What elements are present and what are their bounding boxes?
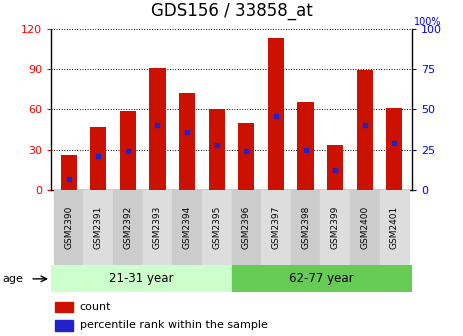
Text: GSM2391: GSM2391 xyxy=(94,206,103,249)
Text: 100%: 100% xyxy=(414,17,442,27)
Text: GSM2396: GSM2396 xyxy=(242,206,251,249)
Text: GSM2401: GSM2401 xyxy=(390,206,399,249)
Text: age: age xyxy=(2,274,23,284)
Bar xyxy=(320,190,350,265)
Bar xyxy=(202,190,232,265)
Text: GSM2392: GSM2392 xyxy=(124,206,132,249)
Point xyxy=(213,142,220,148)
Bar xyxy=(55,302,73,312)
Bar xyxy=(350,190,380,265)
Point xyxy=(361,123,369,128)
Bar xyxy=(208,109,225,190)
Bar xyxy=(113,190,143,265)
Point xyxy=(272,113,280,118)
Bar xyxy=(238,123,255,190)
Bar xyxy=(51,265,232,292)
Bar xyxy=(380,190,409,265)
Point xyxy=(154,123,161,128)
Bar xyxy=(83,190,113,265)
Text: count: count xyxy=(80,302,111,312)
Point xyxy=(391,140,398,146)
Bar xyxy=(61,155,77,190)
Bar xyxy=(172,190,202,265)
Text: GSM2397: GSM2397 xyxy=(271,206,281,249)
Bar xyxy=(150,68,166,190)
Text: GSM2390: GSM2390 xyxy=(64,206,73,249)
Bar xyxy=(55,321,73,331)
Text: 21-31 year: 21-31 year xyxy=(109,272,174,285)
Text: GSM2393: GSM2393 xyxy=(153,206,162,249)
Bar xyxy=(261,190,291,265)
Bar xyxy=(327,145,343,190)
Point xyxy=(332,168,339,173)
Point xyxy=(124,149,131,154)
Bar xyxy=(291,190,320,265)
Text: GSM2400: GSM2400 xyxy=(360,206,369,249)
Text: GSM2395: GSM2395 xyxy=(212,206,221,249)
Point xyxy=(243,149,250,154)
Point xyxy=(183,129,191,134)
Point xyxy=(65,176,72,181)
Text: GDS156 / 33858_at: GDS156 / 33858_at xyxy=(150,2,313,20)
Text: GSM2399: GSM2399 xyxy=(331,206,339,249)
Text: GSM2394: GSM2394 xyxy=(182,206,192,249)
Bar xyxy=(90,127,106,190)
Bar xyxy=(232,265,412,292)
Bar xyxy=(386,108,402,190)
Bar xyxy=(232,190,261,265)
Point xyxy=(302,147,309,152)
Bar xyxy=(143,190,172,265)
Bar xyxy=(357,70,373,190)
Bar xyxy=(120,111,136,190)
Text: 62-77 year: 62-77 year xyxy=(289,272,354,285)
Point xyxy=(94,153,102,159)
Text: percentile rank within the sample: percentile rank within the sample xyxy=(80,320,268,330)
Bar xyxy=(54,190,83,265)
Text: GSM2398: GSM2398 xyxy=(301,206,310,249)
Bar xyxy=(179,93,195,190)
Bar xyxy=(297,102,313,190)
Bar xyxy=(268,38,284,190)
